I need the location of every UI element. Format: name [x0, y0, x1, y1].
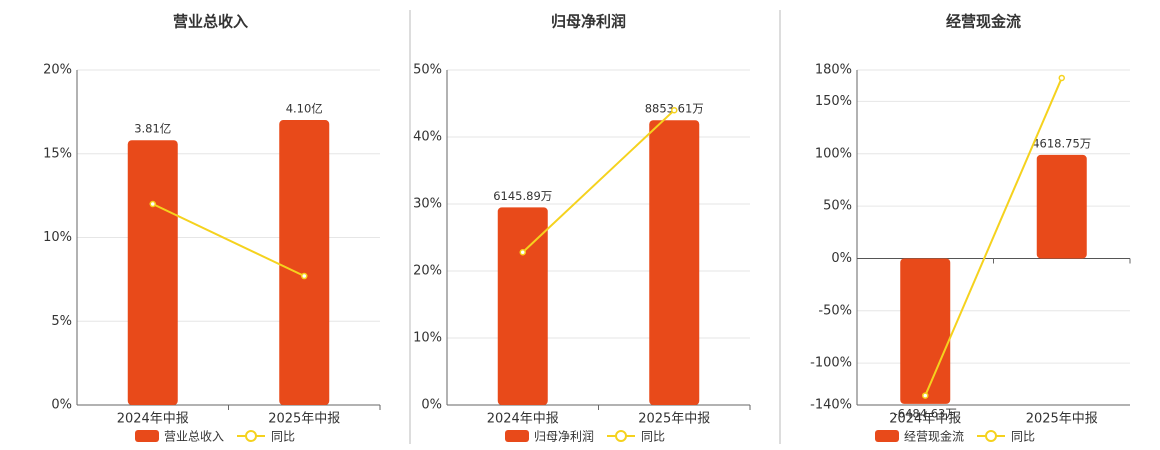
line-point: [149, 200, 156, 208]
value-label: 4.10亿: [286, 102, 323, 116]
x-tick-label: 2024年中报: [889, 412, 961, 427]
y-tick-label: 0%: [831, 251, 852, 266]
y-tick-label: -140%: [810, 398, 852, 413]
y-tick-label: -100%: [810, 356, 852, 371]
y-tick-label: 15%: [43, 146, 72, 161]
y-tick-label: 50%: [823, 199, 852, 214]
y-tick-label: 0%: [51, 398, 72, 413]
bar: [497, 207, 548, 405]
legend-label: 同比: [641, 430, 665, 444]
y-tick-label: 30%: [413, 197, 442, 212]
legend-swatch: [875, 430, 899, 442]
line-point: [301, 272, 308, 280]
y-tick-label: 10%: [43, 230, 72, 245]
bar: [1036, 154, 1087, 259]
legend-swatch: [135, 430, 159, 442]
chart-title: 归母净利润: [551, 13, 626, 31]
legend-label: 营业总收入: [164, 430, 224, 444]
y-tick-label: -50%: [818, 303, 852, 318]
legend-label: 同比: [1011, 430, 1035, 444]
line: [522, 109, 675, 253]
legend-label: 经营现金流: [904, 429, 964, 444]
legend-marker: [245, 430, 257, 442]
legend-marker: [985, 430, 997, 442]
value-label: 4618.75万: [1032, 136, 1091, 150]
y-tick-label: 20%: [413, 264, 442, 279]
bar: [649, 120, 700, 405]
chart-title: 营业总收入: [173, 13, 248, 31]
legend-marker: [615, 430, 627, 442]
y-tick-label: 0%: [421, 398, 442, 413]
bar: [127, 140, 178, 406]
value-label: 6145.89万: [493, 189, 552, 203]
x-tick-label: 2024年中报: [117, 412, 189, 427]
legend-swatch: [505, 430, 529, 442]
legend-label: 归母净利润: [534, 430, 594, 444]
y-tick-label: 5%: [51, 314, 72, 329]
legend-label: 同比: [271, 430, 295, 444]
line-point: [519, 248, 526, 256]
line: [152, 203, 305, 277]
x-tick-label: 2025年中报: [1026, 412, 1098, 427]
x-tick-label: 2025年中报: [268, 412, 340, 427]
y-tick-label: 150%: [815, 94, 852, 109]
line-point: [922, 392, 929, 399]
y-tick-label: 180%: [815, 63, 852, 78]
chart-title: 经营现金流: [946, 13, 1021, 31]
line-point: [671, 106, 678, 114]
y-tick-label: 50%: [413, 63, 442, 78]
line-point: [1058, 74, 1065, 82]
value-label: 3.81亿: [134, 122, 171, 136]
y-tick-label: 10%: [413, 331, 442, 346]
value-label: -6484.63万: [894, 406, 957, 420]
y-tick-label: 20%: [43, 63, 72, 78]
x-tick-label: 2024年中报: [487, 412, 559, 427]
line: [924, 77, 1063, 396]
x-tick-label: 2025年中报: [638, 412, 710, 427]
y-tick-label: 40%: [413, 130, 442, 145]
bar: [279, 120, 330, 405]
bar: [900, 258, 951, 404]
y-tick-label: 100%: [815, 146, 852, 161]
